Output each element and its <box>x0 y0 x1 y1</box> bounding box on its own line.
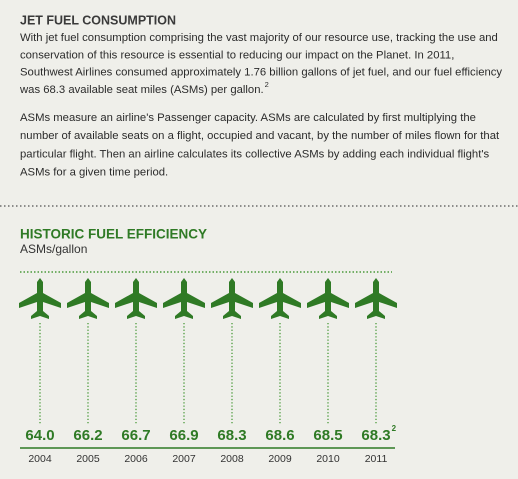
paragraph-line: number of available seats on a flight, o… <box>20 130 500 142</box>
paragraph-line: conservation of this resource is essenti… <box>20 49 454 61</box>
paragraph-line: ASMs for a given time period. <box>20 167 168 179</box>
year: 2004 <box>28 453 52 465</box>
plane-icon <box>19 278 61 319</box>
value: 68.3 <box>217 427 246 444</box>
value: 68.5 <box>313 427 342 444</box>
value: 64.0 <box>25 427 54 444</box>
year: 2007 <box>172 453 196 465</box>
plane-icon <box>259 278 301 319</box>
plane-icon <box>115 278 157 319</box>
value: 66.7 <box>121 427 150 444</box>
chart-subtitle: ASMs/gallon <box>20 242 87 256</box>
plane-icon <box>67 278 109 319</box>
plane-icon <box>355 278 397 319</box>
year: 2011 <box>365 453 388 465</box>
plane-icon <box>163 278 205 319</box>
footnote-mark: 2 <box>392 424 397 433</box>
plane-icon <box>307 278 349 319</box>
year: 2005 <box>76 453 100 465</box>
paragraph-line: With jet fuel consumption comprising the… <box>20 32 498 44</box>
year: 2010 <box>316 453 340 465</box>
chart-title: HISTORIC FUEL EFFICIENCY <box>20 227 207 242</box>
paragraph-line: particular flight. Then an airline calcu… <box>20 148 489 160</box>
value: 66.9 <box>169 427 198 444</box>
value: 66.2 <box>73 427 102 444</box>
plane-icon <box>211 278 253 319</box>
value: 68.6 <box>265 427 294 444</box>
footnote-mark: 2 <box>265 80 269 89</box>
section-title: JET FUEL CONSUMPTION <box>20 13 176 27</box>
paragraph-line: was 68.3 available seat miles (ASMs) per… <box>19 84 264 96</box>
value: 68.3 <box>361 427 390 444</box>
year: 2006 <box>124 453 148 465</box>
year: 2008 <box>220 453 244 465</box>
paragraph-line: ASMs measure an airline's Passenger capa… <box>20 112 476 124</box>
year: 2009 <box>268 453 292 465</box>
paragraph-line: Southwest Airlines consumed approximatel… <box>20 67 502 79</box>
